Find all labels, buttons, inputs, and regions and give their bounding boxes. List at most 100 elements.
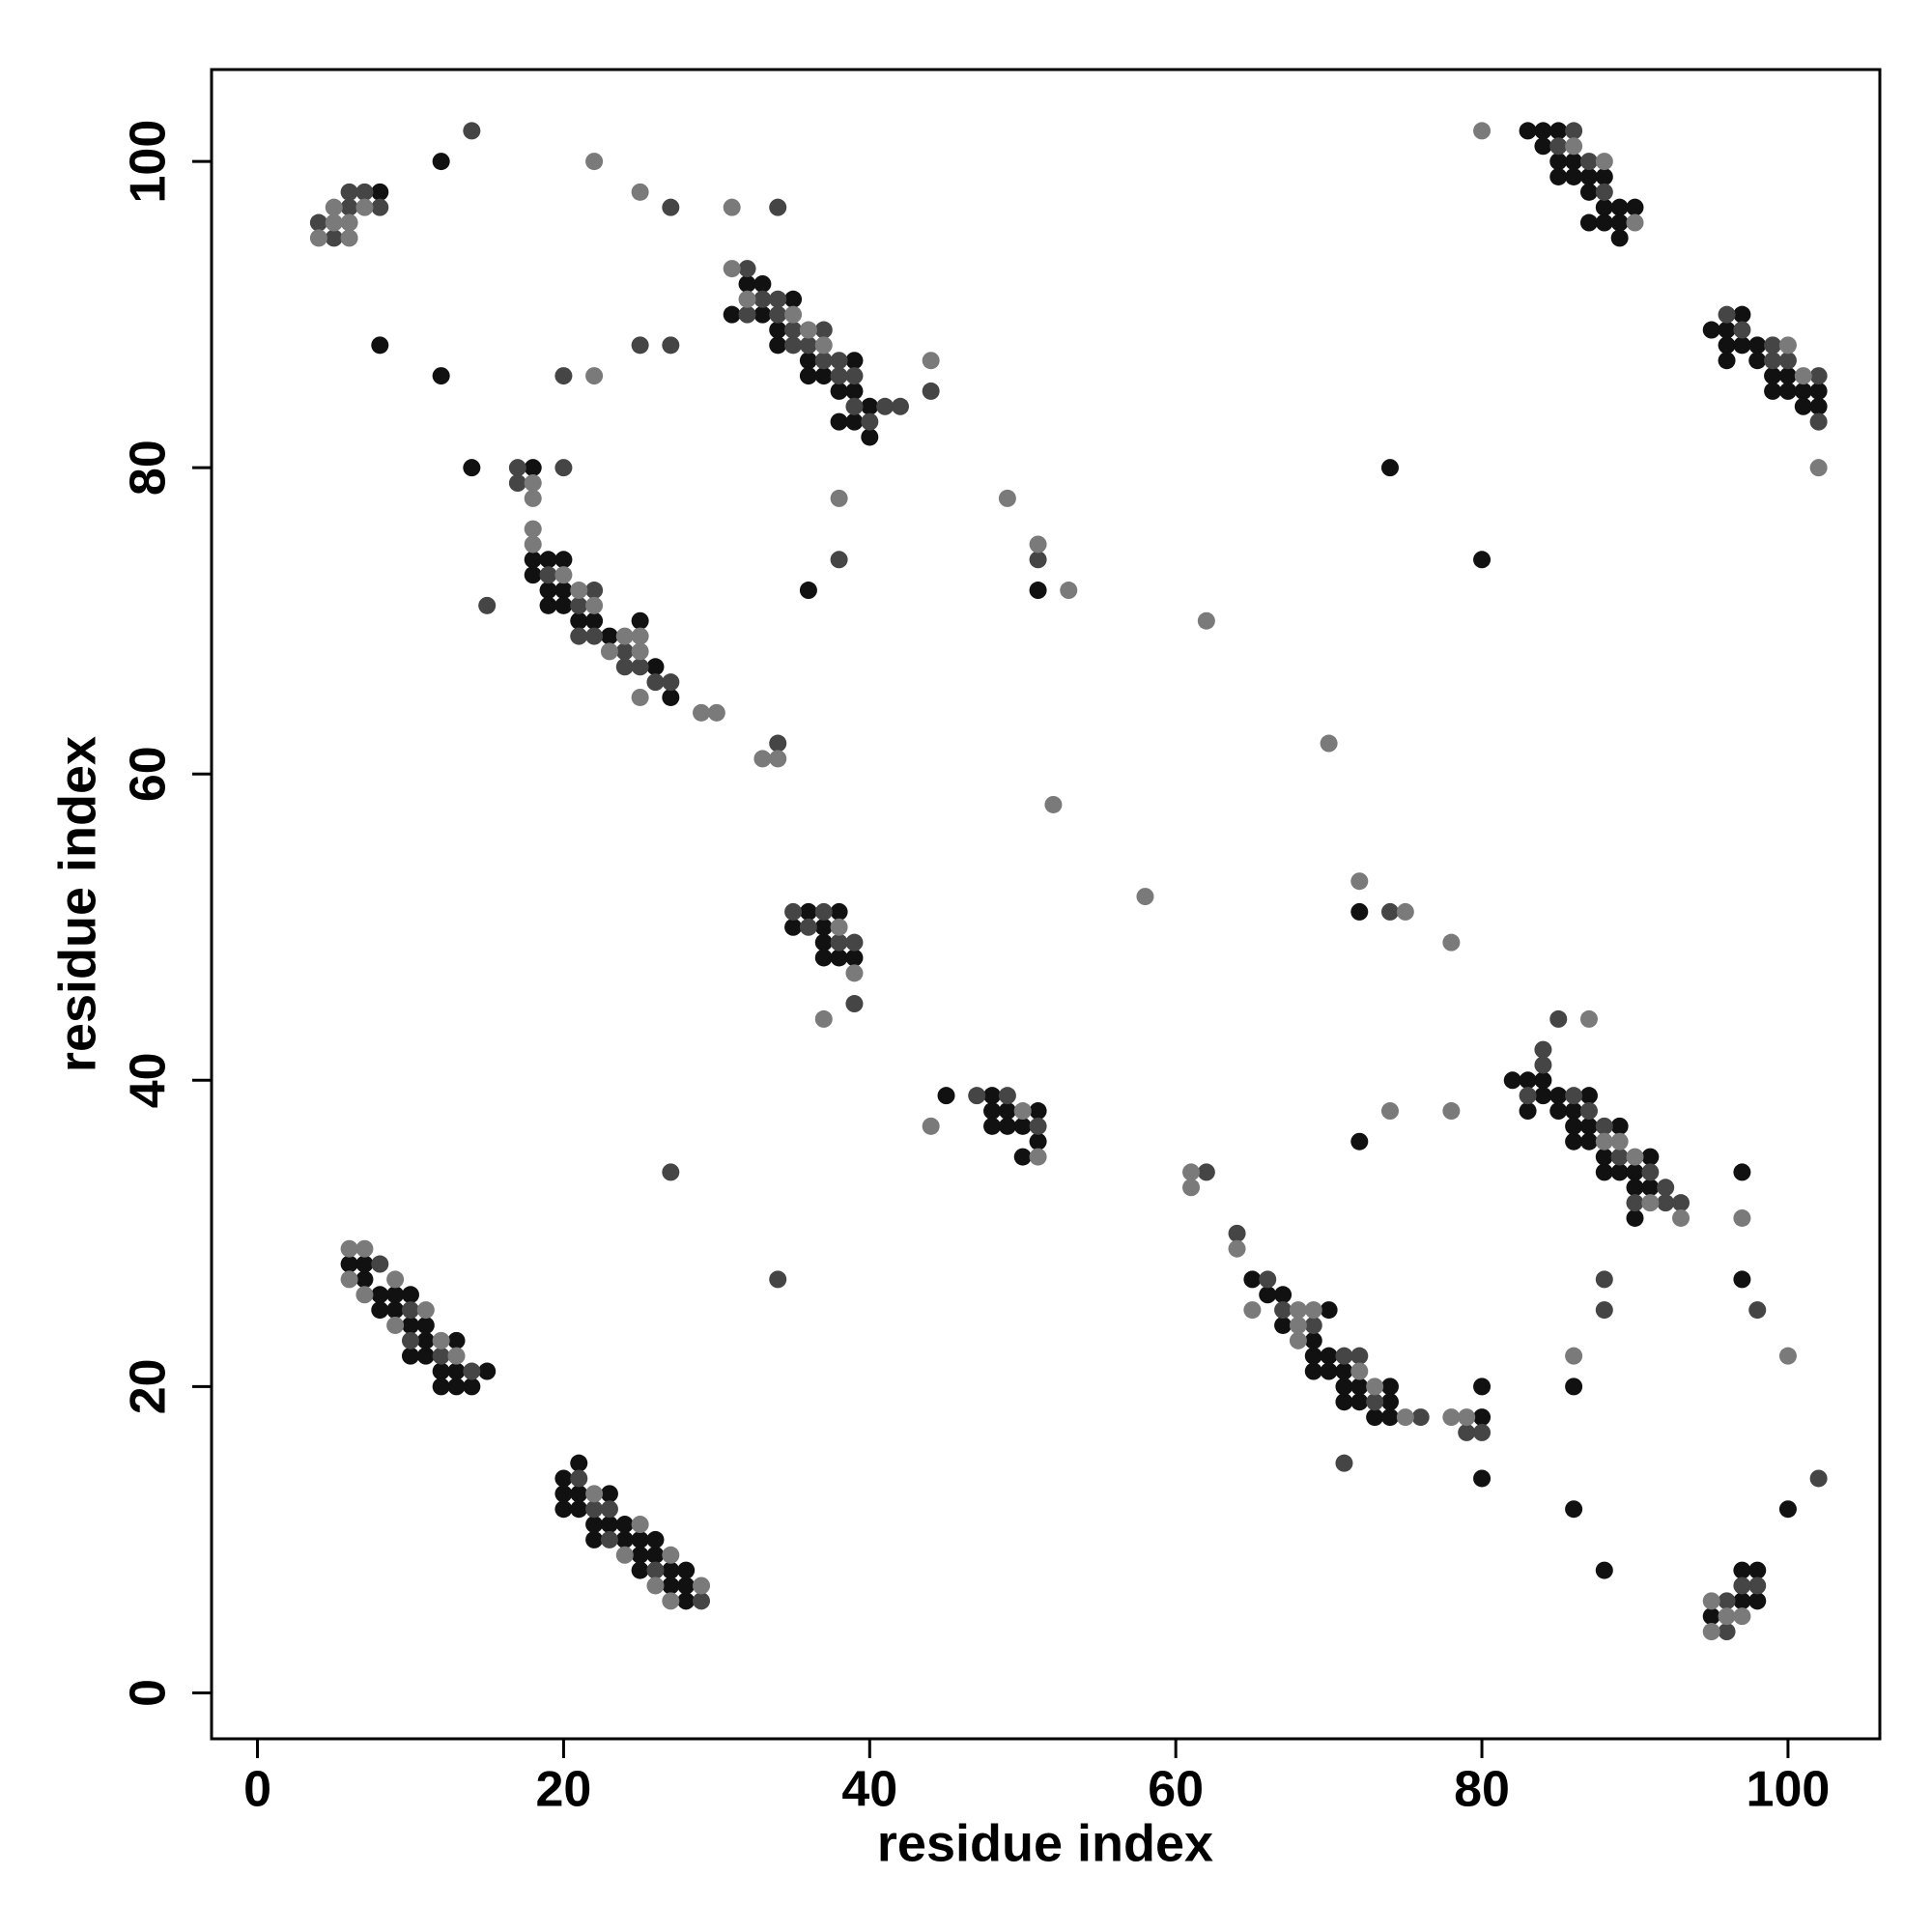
contact-point: [416, 1331, 435, 1350]
contact-point: [1764, 352, 1782, 370]
contact-point: [769, 336, 787, 355]
contact-point: [447, 1347, 466, 1365]
contact-point: [662, 1163, 680, 1181]
contact-point: [1350, 1362, 1369, 1380]
contact-point: [830, 382, 848, 400]
contact-point: [1320, 734, 1338, 753]
contact-point: [432, 367, 450, 385]
contact-point: [432, 1362, 450, 1380]
contact-point: [1733, 1577, 1751, 1595]
contact-point: [1442, 1102, 1461, 1121]
contact-point: [1289, 1316, 1307, 1334]
contact-point: [1595, 1163, 1613, 1181]
contact-point: [1274, 1286, 1293, 1304]
contact-point: [814, 1009, 833, 1028]
contact-point: [830, 489, 848, 507]
contact-point: [585, 1530, 604, 1548]
contact-point: [1595, 1301, 1613, 1320]
contact-point: [998, 1087, 1016, 1105]
contact-point: [478, 596, 497, 614]
contact-point: [1503, 1071, 1521, 1090]
contact-point: [1718, 305, 1736, 324]
contact-point: [1733, 1592, 1751, 1610]
contact-point: [1534, 1071, 1552, 1090]
contact-point: [1549, 167, 1568, 185]
contact-point: [677, 1577, 696, 1595]
contact-point: [1243, 1301, 1262, 1320]
contact-point: [1565, 1378, 1583, 1396]
contact-point: [600, 1485, 618, 1503]
contact-point: [1778, 1347, 1797, 1365]
contact-point: [340, 229, 358, 247]
contact-point: [1733, 1561, 1751, 1579]
contact-point: [845, 933, 864, 952]
contact-point: [1657, 1179, 1675, 1197]
contact-point: [799, 918, 817, 936]
contact-point: [615, 642, 634, 661]
contact-point: [355, 1286, 374, 1304]
contact-point: [1794, 382, 1812, 400]
contact-point: [600, 1530, 618, 1548]
x-tick-label: 80: [1454, 1762, 1510, 1818]
contact-point: [646, 1546, 665, 1564]
contact-point: [1565, 1500, 1583, 1519]
contact-point: [1778, 1500, 1797, 1519]
contact-point: [677, 1592, 696, 1610]
contact-point: [1733, 1163, 1751, 1181]
contact-point: [401, 1316, 419, 1334]
contact-point: [1718, 1592, 1736, 1610]
contact-point: [830, 412, 848, 431]
contact-point: [922, 382, 940, 400]
contact-point: [769, 734, 787, 753]
contact-point: [1579, 1087, 1598, 1105]
contact-point: [753, 305, 772, 324]
contact-point: [1029, 582, 1047, 600]
contact-point: [784, 336, 803, 355]
contact-point: [1335, 1393, 1353, 1411]
contact-point: [845, 352, 864, 370]
contact-point: [325, 198, 343, 216]
contact-point: [1778, 382, 1797, 400]
contact-point: [646, 658, 665, 676]
contact-point: [447, 1378, 466, 1396]
x-tick-label: 20: [535, 1762, 591, 1818]
contact-point: [554, 1500, 573, 1519]
contact-point: [814, 321, 833, 339]
contact-point: [1595, 1270, 1613, 1289]
contact-point: [416, 1301, 435, 1320]
contact-point: [845, 412, 864, 431]
contact-point: [1335, 1347, 1353, 1365]
contact-point: [600, 1500, 618, 1519]
contact-point: [1549, 137, 1568, 156]
contact-point: [1794, 367, 1812, 385]
contact-point: [1565, 122, 1583, 140]
contact-point: [524, 551, 542, 569]
contact-point: [1565, 1087, 1583, 1105]
contact-point: [1809, 397, 1828, 415]
contact-point: [1458, 1408, 1476, 1427]
contact-point: [371, 198, 389, 216]
contact-point: [1289, 1301, 1307, 1320]
contact-point: [1610, 1148, 1629, 1166]
contact-point: [585, 1485, 604, 1503]
contact-point: [1473, 1408, 1492, 1427]
contact-point: [1733, 1270, 1751, 1289]
contact-point: [432, 1347, 450, 1365]
contact-point: [1672, 1194, 1690, 1212]
contact-point: [1259, 1286, 1277, 1304]
contact-point: [585, 582, 604, 600]
contact-point: [1610, 1117, 1629, 1135]
contact-point: [1274, 1301, 1293, 1320]
contact-point: [814, 918, 833, 936]
contact-point: [539, 551, 557, 569]
contact-point: [693, 703, 711, 722]
contact-point: [631, 611, 649, 630]
contact-point: [784, 290, 803, 308]
contact-point: [1411, 1408, 1430, 1427]
contact-point: [1350, 1378, 1369, 1396]
contact-point: [1442, 933, 1461, 952]
contact-point: [983, 1102, 1002, 1121]
contact-point: [340, 183, 358, 201]
contact-point: [1136, 888, 1154, 906]
contact-point: [799, 321, 817, 339]
